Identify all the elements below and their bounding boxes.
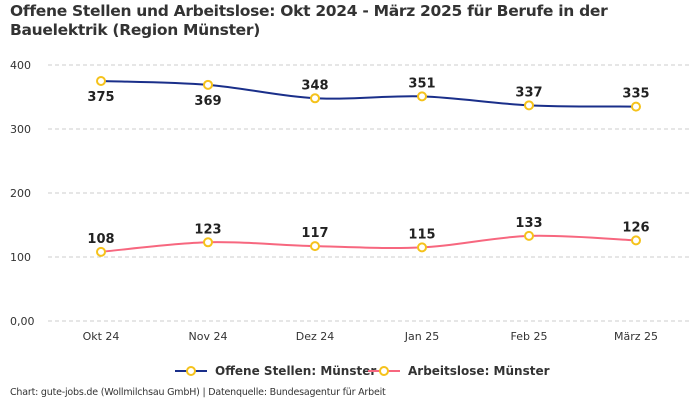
x-tick-label: Nov 24 [189,330,228,343]
series-line-1 [100,234,637,253]
data-point [631,235,641,246]
x-tick-label: Okt 24 [83,330,120,343]
data-point [524,100,534,111]
x-tick-label: März 25 [614,330,658,343]
data-label: 126 [622,220,649,235]
data-point [203,237,213,248]
series-line-0 [100,80,637,108]
data-label: 117 [301,226,328,241]
data-point [96,76,106,86]
data-label: 123 [194,222,221,237]
legend-label: Offene Stellen: Münster [215,364,376,378]
legend-marker [186,366,196,376]
x-tick-label: Jan 25 [404,330,439,343]
x-tick-label: Dez 24 [296,330,335,343]
legend-label: Arbeitslose: Münster [408,364,550,378]
data-point [310,93,320,104]
y-tick-label: 200 [10,187,31,200]
y-tick-label: 300 [10,123,31,136]
data-point [203,79,213,90]
legend-marker [379,366,389,376]
y-tick-label: 400 [10,59,31,72]
data-point [524,230,534,241]
data-point [631,101,641,112]
data-point [96,246,106,257]
data-label: 351 [408,76,435,91]
data-label: 108 [87,232,114,247]
chart-source: Chart: gute-jobs.de (Wollmilchsau GmbH) … [10,387,386,398]
data-point [310,241,320,252]
y-tick-label: 100 [10,251,31,264]
data-label: 369 [194,94,221,109]
data-point [417,242,427,253]
data-label: 133 [515,216,542,231]
chart-title: Offene Stellen und Arbeitslose: Okt 2024… [10,2,608,39]
data-label: 335 [622,87,649,102]
data-point [417,91,427,102]
data-label: 115 [408,227,435,242]
data-label: 348 [301,78,328,93]
data-label: 375 [87,90,114,105]
data-label: 337 [515,85,542,100]
y-tick-label: 0,00 [10,315,35,328]
x-tick-label: Feb 25 [511,330,548,343]
